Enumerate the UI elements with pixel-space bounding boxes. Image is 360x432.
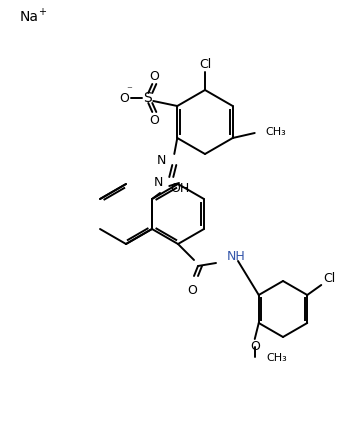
Text: Na: Na <box>20 10 39 24</box>
Text: Cl: Cl <box>323 273 336 286</box>
Text: O: O <box>149 114 159 127</box>
Text: Cl: Cl <box>199 57 211 70</box>
Text: OH: OH <box>170 182 189 196</box>
Text: CH₃: CH₃ <box>266 127 287 137</box>
Text: +: + <box>38 7 46 17</box>
Text: S: S <box>143 91 152 105</box>
Text: O: O <box>187 285 197 298</box>
Text: O: O <box>149 70 159 83</box>
Text: NH: NH <box>227 250 246 263</box>
Text: CH₃: CH₃ <box>267 353 288 363</box>
Text: O: O <box>250 340 260 353</box>
Text: N: N <box>154 175 163 188</box>
Text: O: O <box>120 92 129 105</box>
Text: N: N <box>157 153 166 166</box>
Text: ⁻: ⁻ <box>126 85 132 95</box>
